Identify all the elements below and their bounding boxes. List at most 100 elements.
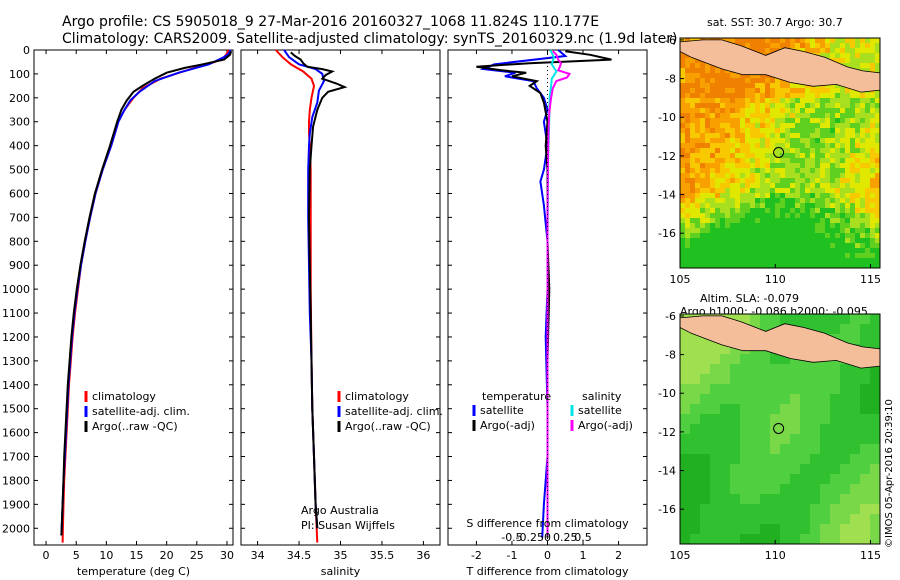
sla-map-cell [860, 444, 871, 455]
sst-map-cell [840, 168, 846, 174]
sla-map-cell [810, 524, 821, 535]
sst-map-cell [750, 123, 756, 129]
sst-map-cell [720, 108, 726, 114]
sla-map-cell [710, 344, 721, 355]
sst-map-cell [770, 128, 776, 134]
sst-map-cell [700, 78, 706, 84]
sst-map-cell [755, 208, 761, 214]
sst-map-cell [875, 113, 881, 119]
sst-map-cell [755, 188, 761, 194]
sst-map-cell [795, 83, 801, 89]
sst-map-cell [720, 103, 726, 109]
sst-map-cell [835, 48, 841, 54]
sla-map-cell [840, 474, 851, 485]
sst-map-cell [750, 188, 756, 194]
sla-map-cell [700, 334, 711, 345]
sst-map-cell [695, 108, 701, 114]
sst-map-cell [700, 143, 706, 149]
sst-map-cell [770, 78, 776, 84]
sst-map-cell [765, 253, 771, 259]
sst-map-cell [715, 193, 721, 199]
sla-map-cell [870, 314, 881, 325]
sst-map-cell [865, 133, 871, 139]
sst-map-cell [760, 168, 766, 174]
sst-map-cell [740, 133, 746, 139]
sla-map-cell [810, 534, 821, 545]
sst-map-cell [735, 188, 741, 194]
sla-map-cell [850, 404, 861, 415]
sst-map-cell [800, 258, 806, 264]
sst-map-cell [850, 63, 856, 69]
sst-map-cell [765, 43, 771, 49]
sst-map-cell [780, 233, 786, 239]
sla-map-cell [760, 444, 771, 455]
sst-map-cell [800, 38, 806, 44]
sst-map-cell [770, 43, 776, 49]
sla-map-cell [780, 404, 791, 415]
sst-map-cell [735, 198, 741, 204]
sst-map-cell [825, 98, 831, 104]
sst-map-cell [760, 253, 766, 259]
sst-map-cell [710, 188, 716, 194]
sst-map-cell [745, 263, 751, 269]
sst-map-cell [875, 248, 881, 254]
sst-map-cell [835, 228, 841, 234]
sla-map-cell [770, 444, 781, 455]
sst-map-cell [725, 233, 731, 239]
sst-map-cell [690, 118, 696, 124]
sst-map-cell [780, 243, 786, 249]
sst-map-cell [680, 68, 686, 74]
sst-map-cell [760, 228, 766, 234]
sla-map-cell [720, 394, 731, 405]
sst-map-cell [785, 203, 791, 209]
sla-map-cell [850, 504, 861, 515]
sst-map-cell [845, 178, 851, 184]
sst-map-cell [865, 263, 871, 269]
sst-map-cell [830, 108, 836, 114]
sst-map-cell [875, 138, 881, 144]
sst-map-cell [740, 193, 746, 199]
sst-map-cell [825, 263, 831, 269]
sst-map-cell [765, 78, 771, 84]
sst-map-cell [805, 118, 811, 124]
sst-map-cell [780, 203, 786, 209]
sst-map-cell [745, 233, 751, 239]
sla-map-cell [780, 514, 791, 525]
sla-map-cell [800, 404, 811, 415]
sst-map-cell [840, 223, 846, 229]
sst-map-cell [815, 88, 821, 94]
sst-map-cell [765, 148, 771, 154]
sst-map-cell [865, 93, 871, 99]
sst-map-cell [835, 163, 841, 169]
sst-map-cell [750, 243, 756, 249]
sst-map-cell [730, 78, 736, 84]
sla-map-cell [770, 474, 781, 485]
sst-map-cell [875, 148, 881, 154]
sla-map-cell [690, 364, 701, 375]
sst-map-cell [775, 38, 781, 44]
sst-map-cell [685, 103, 691, 109]
sla-map-cell [720, 414, 731, 425]
sst-map-cell [865, 113, 871, 119]
sst-map-cell [855, 118, 861, 124]
sst-map-cell [715, 188, 721, 194]
sst-map-cell [840, 148, 846, 154]
sst-map-cell [825, 203, 831, 209]
sst-map-cell [725, 228, 731, 234]
sst-map-cell [825, 238, 831, 244]
sla-map-cell [820, 514, 831, 525]
sst-map-cell [730, 238, 736, 244]
sst-map-cell [720, 208, 726, 214]
sst-map-cell [870, 58, 876, 64]
sst-map-cell [820, 38, 826, 44]
sst-map-cell [790, 178, 796, 184]
sst-map-cell [770, 253, 776, 259]
sst-map-cell [835, 83, 841, 89]
sst-map-cell [820, 228, 826, 234]
sst-map-cell [715, 163, 721, 169]
sst-map-cell [725, 188, 731, 194]
sst-map-cell [875, 258, 881, 264]
sst-map-cell [875, 183, 881, 189]
legend-salinity-argo-label: Argo(-adj) [578, 419, 633, 432]
sst-map-cell [815, 113, 821, 119]
